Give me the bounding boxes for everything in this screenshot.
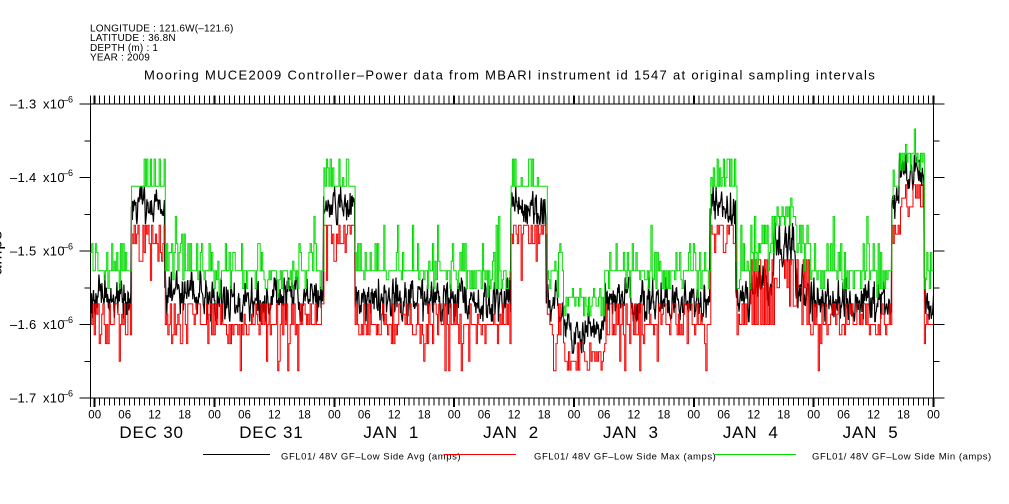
svg-text:18: 18 xyxy=(178,410,191,422)
svg-text:DEC 31: DEC 31 xyxy=(239,423,303,442)
svg-text:LATITUDE : 36.8N: LATITUDE : 36.8N xyxy=(90,33,176,44)
svg-text:06: 06 xyxy=(118,410,131,422)
svg-text:–1.6: –1.6 xyxy=(10,317,37,332)
svg-text:00: 00 xyxy=(568,410,581,422)
svg-text:18: 18 xyxy=(418,410,431,422)
svg-text:–1.7: –1.7 xyxy=(10,391,37,406)
svg-text:x10: x10 xyxy=(43,391,65,406)
svg-text:GFL01/ 48V GF–Low Side Avg (am: GFL01/ 48V GF–Low Side Avg (amps) xyxy=(281,452,461,463)
svg-text:–6: –6 xyxy=(63,389,73,399)
svg-text:x10: x10 xyxy=(43,170,65,185)
svg-text:06: 06 xyxy=(358,410,371,422)
svg-text:06: 06 xyxy=(598,410,611,422)
svg-text:06: 06 xyxy=(238,410,251,422)
svg-text:LONGITUDE : 121.6W(–121.6): LONGITUDE : 121.6W(–121.6) xyxy=(90,24,234,35)
svg-text:18: 18 xyxy=(538,410,551,422)
svg-text:YEAR : 2009: YEAR : 2009 xyxy=(90,53,150,64)
svg-text:–6: –6 xyxy=(63,242,73,252)
svg-text:00: 00 xyxy=(807,410,820,422)
svg-text:–1.5: –1.5 xyxy=(10,244,37,259)
svg-text:x10: x10 xyxy=(43,244,65,259)
svg-text:00: 00 xyxy=(328,410,341,422)
svg-text:–6: –6 xyxy=(63,95,73,105)
svg-text:18: 18 xyxy=(298,410,311,422)
svg-text:12: 12 xyxy=(867,410,880,422)
svg-text:amps: amps xyxy=(0,230,6,275)
svg-text:12: 12 xyxy=(148,410,161,422)
svg-text:18: 18 xyxy=(897,410,910,422)
svg-text:12: 12 xyxy=(747,410,760,422)
svg-text:12: 12 xyxy=(628,410,641,422)
svg-text:JAN 5: JAN 5 xyxy=(843,423,899,442)
svg-text:DEPTH (m) : 1: DEPTH (m) : 1 xyxy=(90,43,158,54)
svg-text:–6: –6 xyxy=(63,315,73,325)
svg-text:Mooring MUCE2009 Controller–Po: Mooring MUCE2009 Controller–Power data f… xyxy=(144,68,876,83)
svg-text:JAN 4: JAN 4 xyxy=(723,423,779,442)
svg-text:12: 12 xyxy=(508,410,521,422)
svg-text:18: 18 xyxy=(658,410,671,422)
svg-text:x10: x10 xyxy=(43,317,65,332)
svg-text:00: 00 xyxy=(448,410,461,422)
svg-text:00: 00 xyxy=(687,410,700,422)
svg-text:JAN 1: JAN 1 xyxy=(363,423,419,442)
svg-text:x10: x10 xyxy=(43,97,65,112)
svg-text:GFL01/ 48V GF–Low Side Max (am: GFL01/ 48V GF–Low Side Max (amps) xyxy=(534,452,716,463)
svg-text:–6: –6 xyxy=(63,168,73,178)
svg-text:DEC 30: DEC 30 xyxy=(119,423,183,442)
svg-text:06: 06 xyxy=(717,410,730,422)
svg-text:GFL01/ 48V GF–Low Side Min (am: GFL01/ 48V GF–Low Side Min (amps) xyxy=(812,452,992,463)
svg-text:00: 00 xyxy=(88,410,101,422)
svg-text:06: 06 xyxy=(837,410,850,422)
svg-text:–1.4: –1.4 xyxy=(10,170,37,185)
svg-text:00: 00 xyxy=(927,410,940,422)
svg-text:00: 00 xyxy=(208,410,221,422)
svg-text:–1.3: –1.3 xyxy=(10,97,37,112)
svg-text:12: 12 xyxy=(268,410,281,422)
svg-text:JAN 3: JAN 3 xyxy=(603,423,659,442)
svg-text:06: 06 xyxy=(478,410,491,422)
svg-text:JAN 2: JAN 2 xyxy=(483,423,539,442)
svg-text:18: 18 xyxy=(777,410,790,422)
svg-text:12: 12 xyxy=(388,410,401,422)
